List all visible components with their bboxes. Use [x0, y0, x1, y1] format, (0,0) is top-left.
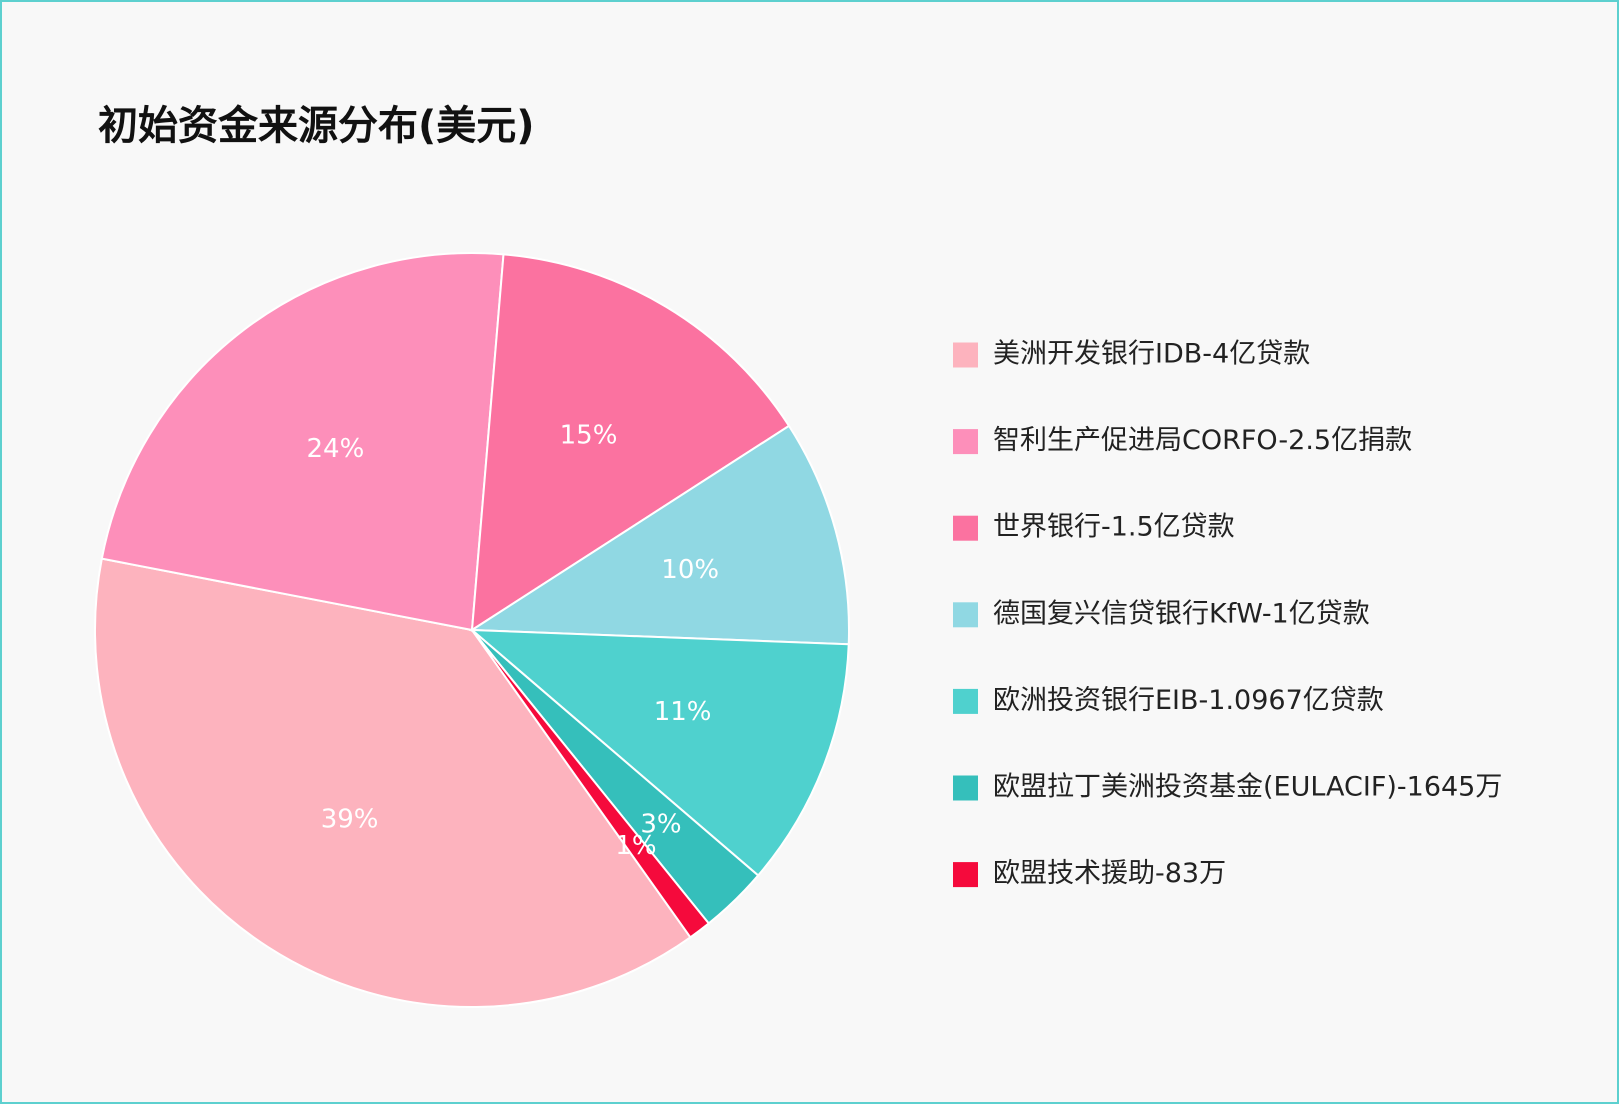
legend-label: 智利生产促进局CORFO-2.5亿捐款	[993, 425, 1412, 456]
slice-label: 11%	[654, 697, 712, 727]
legend-label: 欧洲投资银行EIB-1.0967亿贷款	[993, 685, 1384, 716]
legend-label: 世界银行-1.5亿贷款	[993, 512, 1235, 543]
pie-slice	[470, 253, 791, 632]
slice-label: 10%	[661, 555, 719, 585]
slice-label: 24%	[307, 434, 365, 464]
legend-label: 德国复兴信贷银行KfW-1亿贷款	[993, 598, 1370, 629]
legend-swatch	[953, 342, 978, 368]
slice-label: 15%	[560, 421, 618, 451]
pie-slice	[469, 628, 850, 877]
legend-swatch	[953, 429, 978, 455]
legend-label: 欧盟技术援助-83万	[993, 858, 1226, 889]
legend-label: 欧盟拉丁美洲投资基金(EULACIF)-1645万	[993, 772, 1502, 803]
legend-swatch	[953, 775, 978, 801]
slice-label: 39%	[321, 805, 379, 835]
slice-label: 3%	[640, 809, 681, 839]
pie-slice	[94, 557, 692, 1008]
legend-swatch	[953, 602, 978, 628]
chart-title: 初始资金来源分布(美元)	[98, 103, 535, 149]
legend-swatch	[953, 515, 978, 541]
legend-swatch	[953, 862, 978, 888]
pie-slice	[100, 252, 505, 632]
pie-slice	[471, 629, 711, 939]
legend-label: 美洲开发银行IDB-4亿贷款	[993, 339, 1310, 370]
slice-label: 1%	[615, 831, 656, 861]
legend-swatch	[953, 688, 978, 714]
pie-slice	[468, 424, 850, 646]
